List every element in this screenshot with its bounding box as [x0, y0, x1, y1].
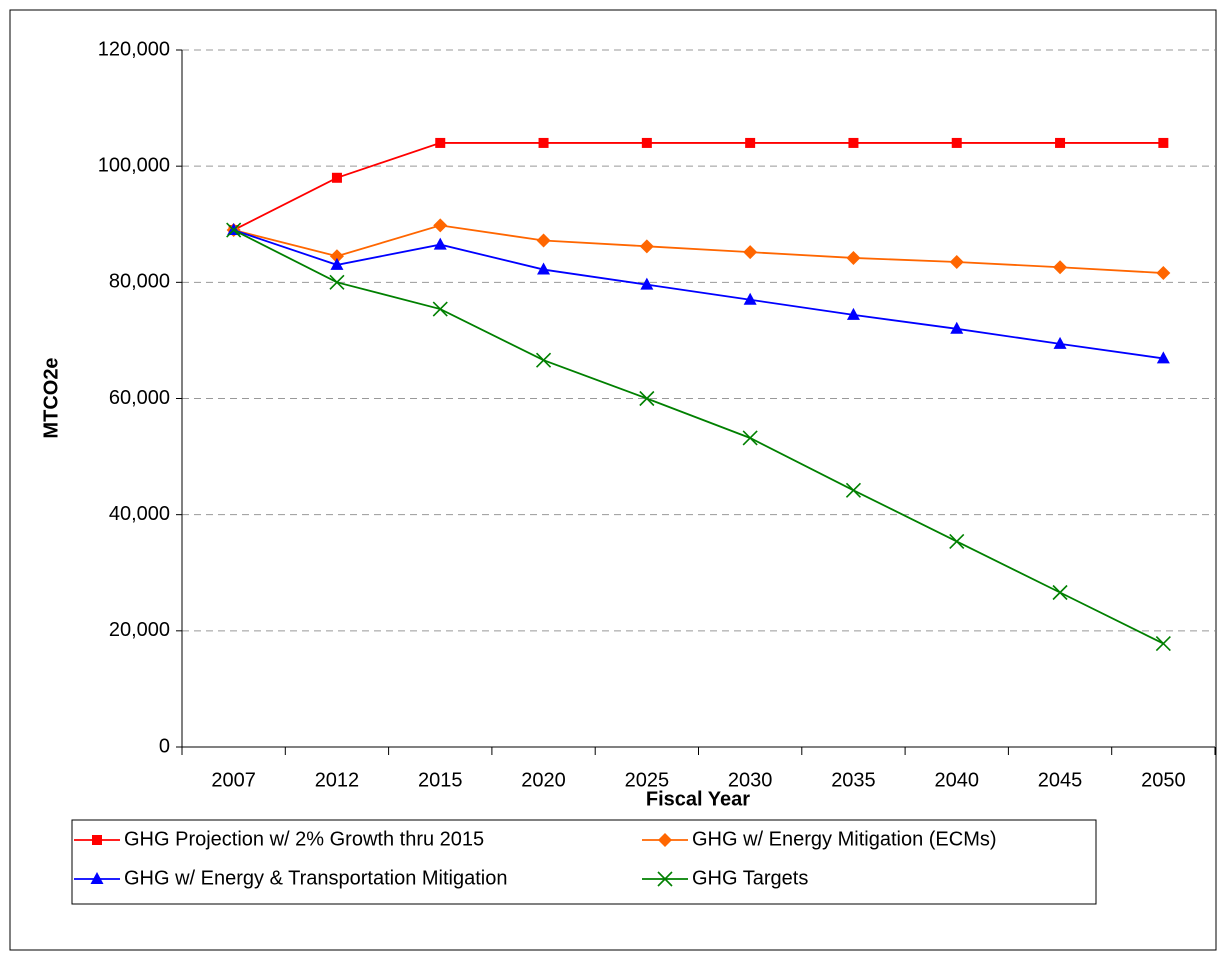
- x-tick-label: 2025: [625, 769, 670, 791]
- y-tick-label: 40,000: [109, 503, 170, 525]
- marker: [742, 430, 758, 446]
- marker: [90, 872, 104, 884]
- x-tick-label: 2045: [1038, 769, 1083, 791]
- marker: [535, 352, 552, 368]
- marker: [92, 835, 102, 845]
- marker: [435, 137, 446, 148]
- marker: [951, 137, 962, 148]
- marker: [848, 137, 859, 148]
- marker: [1155, 636, 1171, 652]
- series-line: [233, 229, 1164, 645]
- chart-border: [9, 9, 1217, 951]
- x-tick-label: 2020: [521, 769, 566, 791]
- x-tick-label: 2007: [211, 769, 256, 791]
- x-tick-label: 2040: [935, 769, 980, 791]
- marker: [226, 222, 242, 238]
- x-tick-label: 2015: [418, 769, 463, 791]
- x-axis-label: Fiscal Year: [646, 788, 750, 810]
- marker: [639, 239, 654, 254]
- marker: [745, 137, 756, 148]
- marker: [329, 274, 345, 290]
- marker: [1156, 266, 1171, 281]
- marker: [330, 257, 344, 270]
- y-axis-label: MTCO2e: [40, 357, 62, 438]
- marker: [845, 482, 862, 498]
- legend-box: [71, 819, 1097, 905]
- marker: [639, 390, 655, 407]
- marker: [433, 237, 447, 250]
- marker: [657, 871, 673, 887]
- marker: [1053, 260, 1068, 275]
- y-tick-label: 120,000: [98, 38, 170, 60]
- marker: [1053, 336, 1067, 349]
- marker: [1158, 137, 1169, 148]
- y-tick-label: 80,000: [109, 271, 170, 293]
- legend-label: GHG w/ Energy Mitigation (ECMs): [692, 828, 997, 850]
- marker: [949, 255, 964, 270]
- y-tick-label: 0: [159, 735, 170, 757]
- y-tick-label: 20,000: [109, 619, 170, 641]
- marker: [950, 321, 964, 334]
- x-tick-label: 2012: [315, 769, 360, 791]
- marker: [536, 233, 551, 248]
- marker: [537, 262, 551, 275]
- x-tick-label: 2030: [728, 769, 773, 791]
- marker: [1156, 351, 1170, 364]
- series-line: [233, 229, 1164, 360]
- series-line: [233, 142, 1164, 231]
- x-tick-label: 2035: [831, 769, 876, 791]
- marker: [640, 277, 654, 290]
- marker: [658, 833, 672, 847]
- marker: [433, 218, 448, 233]
- y-tick-label: 60,000: [109, 387, 170, 409]
- marker: [743, 292, 757, 305]
- x-tick-label: 2050: [1141, 769, 1186, 791]
- marker: [641, 137, 652, 148]
- marker: [538, 137, 549, 148]
- marker: [1055, 137, 1066, 148]
- legend-label: GHG Projection w/ 2% Growth thru 2015: [124, 828, 484, 850]
- series-line: [233, 224, 1164, 274]
- marker: [331, 172, 342, 183]
- marker: [743, 245, 758, 260]
- marker: [949, 533, 965, 549]
- marker: [329, 249, 344, 264]
- marker: [846, 307, 860, 320]
- legend-label: GHG Targets: [692, 867, 808, 889]
- legend-label: GHG w/ Energy & Transportation Mitigatio…: [124, 867, 508, 889]
- marker: [846, 250, 861, 265]
- y-tick-label: 100,000: [98, 154, 170, 176]
- marker: [1052, 584, 1068, 601]
- marker: [432, 301, 448, 317]
